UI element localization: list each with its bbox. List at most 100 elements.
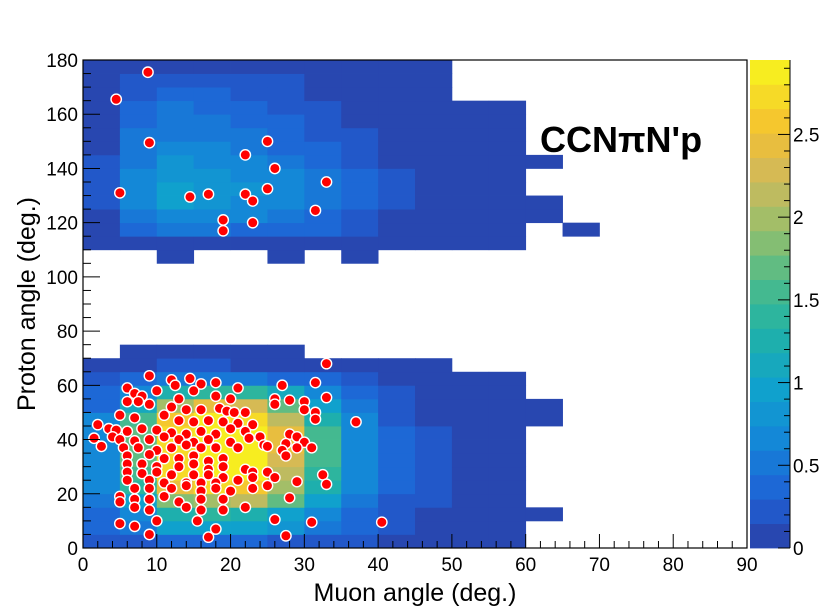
event-marker: [320, 357, 333, 370]
event-marker: [217, 460, 230, 473]
heatmap-bin: [415, 236, 453, 251]
event-marker: [195, 504, 207, 516]
heatmap-bin: [451, 453, 490, 468]
heatmap-bin: [230, 154, 268, 169]
heatmap-bin: [156, 100, 195, 115]
event-marker: [232, 474, 244, 487]
heatmap-bin: [156, 534, 195, 549]
event-marker: [246, 482, 259, 495]
heatmap-bin: [193, 141, 231, 156]
heatmap-bin: [415, 60, 453, 74]
heatmap-bin: [378, 371, 416, 386]
heatmap-bin: [451, 209, 490, 224]
event-marker: [184, 372, 196, 385]
heatmap-bin: [451, 534, 490, 549]
heatmap-bin: [267, 60, 305, 74]
x-tick-label: 60: [515, 555, 536, 576]
heatmap-bin: [83, 209, 121, 224]
event-marker: [268, 162, 281, 175]
colorbar-swatch: [750, 84, 790, 110]
y-axis-title: Proton angle (deg.): [13, 197, 41, 411]
heatmap-bin: [156, 87, 195, 102]
heatmap-bin: [83, 182, 121, 196]
event-marker: [143, 369, 156, 382]
heatmap-bin: [415, 520, 453, 535]
y-tick-label: 0: [67, 539, 78, 560]
heatmap-bin: [83, 480, 121, 495]
heatmap-bin: [488, 154, 527, 169]
event-marker: [268, 398, 281, 411]
event-marker: [224, 422, 237, 435]
heatmap-bin: [156, 222, 195, 237]
heatmap-bin: [341, 182, 379, 196]
heatmap-bin: [304, 127, 342, 142]
event-marker: [150, 424, 163, 436]
event-marker: [143, 493, 156, 506]
x-tick-label: 70: [589, 555, 610, 576]
event-marker: [217, 214, 230, 226]
heatmap-bin: [267, 344, 305, 359]
heatmap-bin: [378, 209, 416, 224]
heatmap-bin: [230, 520, 268, 535]
event-marker: [276, 379, 289, 392]
heatmap-bin: [341, 249, 379, 264]
y-tick-label: 120: [46, 214, 78, 235]
heatmap-bin: [119, 344, 158, 359]
heatmap-bin: [451, 426, 490, 440]
event-marker: [180, 403, 193, 416]
event-marker: [173, 460, 185, 473]
event-marker: [217, 416, 230, 428]
x-tick-label: 90: [736, 555, 757, 576]
heatmap-bin: [83, 168, 121, 183]
heatmap-bin: [378, 100, 416, 115]
heatmap-bin: [415, 507, 453, 522]
event-marker: [184, 191, 196, 203]
heatmap-bin: [230, 168, 268, 183]
x-axis-title: Muon angle (deg.): [314, 579, 517, 607]
heatmap-bin: [230, 60, 268, 74]
heatmap-bin: [304, 87, 342, 102]
event-marker: [113, 496, 126, 508]
heatmap-bin: [488, 100, 527, 115]
event-marker: [158, 409, 171, 422]
heatmap-bin: [341, 209, 379, 224]
heatmap-bin: [193, 195, 231, 210]
heatmap-bin: [156, 73, 195, 88]
heatmap-bin: [156, 60, 195, 74]
heatmap-bin: [230, 141, 268, 156]
heatmap-bin: [341, 385, 379, 400]
heatmap-bin: [119, 209, 158, 224]
colorbar-swatch: [750, 401, 790, 427]
heatmap-bin: [267, 87, 305, 102]
heatmap-bin: [193, 127, 231, 142]
heatmap-bin: [156, 168, 195, 183]
colorbar-swatch: [750, 352, 790, 378]
colorbar-swatch: [750, 499, 790, 524]
event-marker: [239, 501, 252, 514]
heatmap-bin: [451, 168, 490, 183]
heatmap-bin: [341, 520, 379, 535]
colorbar-tick-label: 0.5: [793, 456, 819, 477]
event-marker: [283, 394, 296, 407]
y-tick-label: 40: [57, 431, 78, 452]
event-marker: [150, 514, 163, 527]
event-marker: [150, 384, 163, 397]
event-marker: [298, 403, 311, 416]
event-marker: [320, 478, 333, 491]
heatmap-bin: [488, 493, 527, 508]
heatmap-bin: [488, 466, 527, 481]
heatmap-bin: [119, 182, 158, 196]
heatmap-bin: [193, 60, 231, 74]
heatmap-bin: [119, 168, 158, 183]
colorbar-swatch: [750, 255, 790, 280]
heatmap-bin: [156, 236, 195, 251]
colorbar-swatch: [750, 157, 790, 183]
heatmap-bin: [451, 398, 490, 413]
heatmap-bin: [451, 371, 490, 386]
heatmap-bin: [451, 222, 490, 237]
heatmap-bin: [378, 358, 416, 373]
heatmap-bin: [378, 182, 416, 196]
event-marker: [217, 224, 230, 237]
heatmap-bin: [83, 60, 121, 74]
event-marker: [246, 195, 259, 207]
